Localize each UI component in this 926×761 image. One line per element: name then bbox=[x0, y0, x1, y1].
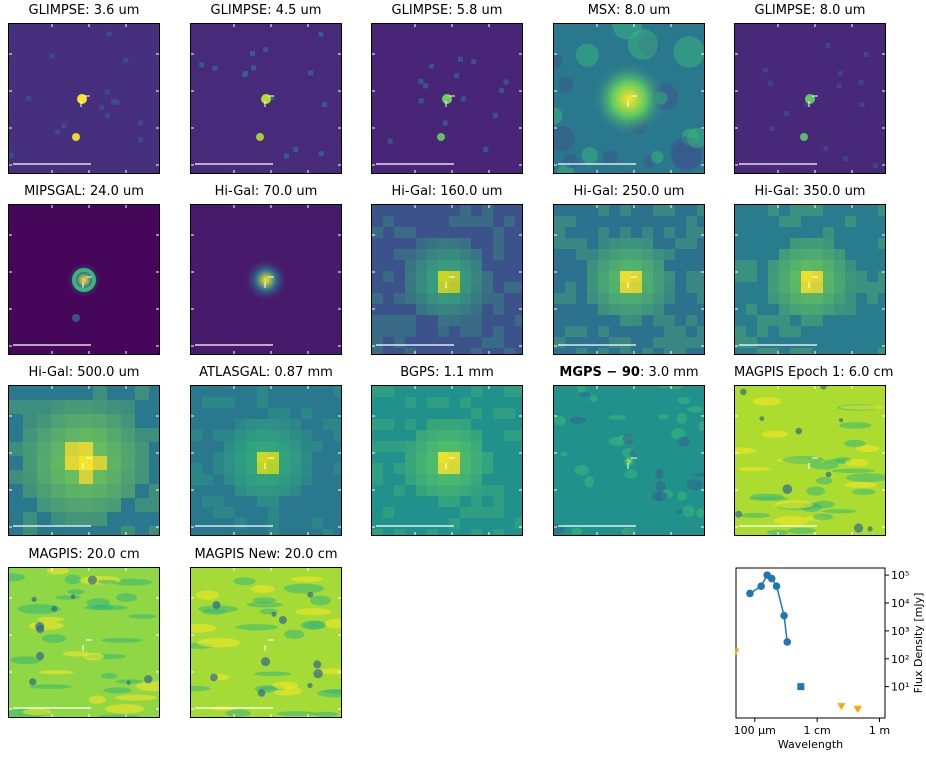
cutout-image bbox=[734, 204, 886, 355]
y-tick-label: 10³ bbox=[891, 625, 909, 638]
cutout-image bbox=[734, 23, 886, 174]
panel-title: MAGPIS Epoch 1: 6.0 cm bbox=[734, 365, 894, 380]
upper-limit-point bbox=[853, 705, 862, 713]
panel-title: MIPSGAL: 24.0 um bbox=[24, 184, 144, 199]
upper-limit-point bbox=[837, 703, 846, 711]
cutout-panel: Hi-Gal: 160.0 um bbox=[371, 184, 523, 355]
panel-title: GLIMPSE: 5.8 um bbox=[391, 3, 503, 18]
cutout-panel: BGPS: 1.1 mm bbox=[371, 365, 523, 536]
panel-title: GLIMPSE: 3.6 um bbox=[28, 3, 140, 18]
cutout-image bbox=[371, 204, 523, 355]
sed-svg: 100 μm 1 cm 1 m 10¹ 10² 10³ 10⁴ 10⁵ Wavelength Fl… bbox=[731, 567, 925, 751]
sed-point bbox=[783, 638, 792, 646]
plot-frame bbox=[735, 567, 886, 719]
panel-title-bold: MGPS − 90 bbox=[559, 365, 640, 380]
cutout-image bbox=[190, 204, 342, 355]
cutout-svg bbox=[9, 24, 159, 173]
cutout-svg bbox=[554, 386, 704, 535]
cutout-image bbox=[734, 385, 886, 536]
cutout-svg bbox=[191, 386, 341, 535]
cutout-panel: MAGPIS New: 20.0 cm bbox=[190, 547, 342, 718]
cutout-panel: MGPS − 90: 3.0 mm bbox=[553, 365, 705, 536]
cutout-svg bbox=[735, 205, 885, 354]
cutout-panel: ATLASGAL: 0.87 mm bbox=[190, 365, 342, 536]
cutout-svg bbox=[735, 24, 885, 173]
panel-title: MSX: 8.0 um bbox=[587, 3, 671, 18]
cutout-panel: GLIMPSE: 8.0 um bbox=[734, 3, 886, 174]
panel-title: BGPS: 1.1 mm bbox=[400, 365, 494, 380]
cutout-svg bbox=[191, 24, 341, 173]
cutout-panel: Hi-Gal: 500.0 um bbox=[8, 365, 160, 536]
cutout-svg bbox=[9, 205, 159, 354]
panel-title: GLIMPSE: 8.0 um bbox=[754, 3, 866, 18]
cutout-svg bbox=[191, 568, 341, 717]
panel-title: Hi-Gal: 70.0 um bbox=[214, 184, 318, 199]
cutout-image bbox=[190, 23, 342, 174]
cutout-panel: Hi-Gal: 350.0 um bbox=[734, 184, 886, 355]
x-tick-label: 100 μm bbox=[735, 724, 776, 737]
cutout-image bbox=[553, 385, 705, 536]
cutout-panel: MIPSGAL: 24.0 um bbox=[8, 184, 160, 355]
cutout-image bbox=[8, 204, 160, 355]
cutout-panel: GLIMPSE: 3.6 um bbox=[8, 3, 160, 174]
cutout-svg bbox=[554, 24, 704, 173]
panel-title: Hi-Gal: 350.0 um bbox=[754, 184, 866, 199]
mgps-point bbox=[797, 683, 805, 691]
cutout-panel: Hi-Gal: 250.0 um bbox=[553, 184, 705, 355]
y-tick-label: 10¹ bbox=[891, 681, 909, 694]
y-axis-label: Flux Density [mJy] bbox=[912, 593, 925, 694]
cutout-image bbox=[8, 567, 160, 718]
cutout-svg bbox=[9, 568, 159, 717]
panel-title: Hi-Gal: 250.0 um bbox=[573, 184, 685, 199]
sed-point bbox=[757, 582, 765, 591]
cutout-image bbox=[8, 23, 160, 174]
x-tick-label: 1 m bbox=[869, 724, 890, 737]
cutout-image bbox=[8, 385, 160, 536]
cutout-image bbox=[371, 385, 523, 536]
sed-point bbox=[780, 611, 788, 620]
cutout-svg bbox=[372, 386, 522, 535]
sed-point bbox=[746, 589, 754, 598]
cutout-panel: Hi-Gal: 70.0 um bbox=[190, 184, 342, 355]
cutout-svg bbox=[9, 386, 159, 535]
panel-title: ATLASGAL: 0.87 mm bbox=[199, 365, 333, 380]
panel-title: Hi-Gal: 160.0 um bbox=[391, 184, 503, 199]
y-tick-label: 10² bbox=[891, 653, 909, 666]
cutout-svg bbox=[372, 205, 522, 354]
cutout-image bbox=[371, 23, 523, 174]
cutout-image bbox=[553, 23, 705, 174]
panel-title-rest: : 3.0 mm bbox=[639, 365, 699, 380]
cutout-panel: MAGPIS Epoch 1: 6.0 cm bbox=[734, 365, 893, 536]
cutout-svg bbox=[735, 386, 885, 535]
sed-point bbox=[772, 582, 781, 591]
panel-title: MAGPIS: 20.0 cm bbox=[28, 547, 140, 562]
x-axis-label: Wavelength bbox=[778, 738, 843, 751]
x-tick-label: 1 cm bbox=[804, 724, 831, 737]
y-tick-label: 10⁵ bbox=[891, 569, 909, 582]
cutout-panel: GLIMPSE: 5.8 um bbox=[371, 3, 523, 174]
sed-plot: 100 μm 1 cm 1 m 10¹ 10² 10³ 10⁴ 10⁵ Wavelength Fl… bbox=[731, 567, 926, 757]
cutout-panel: MSX: 8.0 um bbox=[553, 3, 705, 174]
cutout-image bbox=[553, 204, 705, 355]
panel-title: GLIMPSE: 4.5 um bbox=[210, 3, 322, 18]
cutout-image bbox=[190, 385, 342, 536]
panel-title: MGPS − 90: 3.0 mm bbox=[553, 365, 705, 380]
cutout-image bbox=[190, 567, 342, 718]
y-tick-label: 10⁴ bbox=[891, 597, 910, 610]
cutout-svg bbox=[191, 205, 341, 354]
panel-title: MAGPIS New: 20.0 cm bbox=[194, 547, 338, 562]
sed-point bbox=[767, 574, 776, 583]
panel-title: Hi-Gal: 500.0 um bbox=[28, 365, 140, 380]
cutout-svg bbox=[554, 205, 704, 354]
cutout-panel: MAGPIS: 20.0 cm bbox=[8, 547, 160, 718]
cutout-panel: GLIMPSE: 4.5 um bbox=[190, 3, 342, 174]
cutout-svg bbox=[372, 24, 522, 173]
